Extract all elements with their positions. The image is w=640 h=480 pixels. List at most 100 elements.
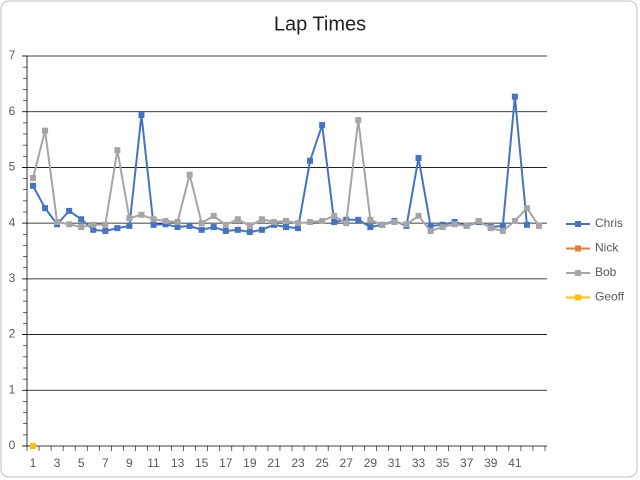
x-tick-label: 37 [460, 456, 474, 470]
point-marker [331, 219, 338, 226]
point-marker [295, 225, 302, 232]
point-marker [30, 182, 37, 189]
x-tick-label: 23 [291, 456, 305, 470]
point-marker [222, 227, 229, 234]
legend-marker [575, 270, 581, 276]
y-tick-label: 5 [9, 160, 16, 174]
x-tick-label: 31 [388, 456, 402, 470]
point-marker [210, 224, 217, 231]
legend-label: Geoff [595, 290, 625, 304]
point-marker [355, 117, 362, 124]
point-marker [487, 225, 494, 232]
point-marker [283, 217, 289, 224]
x-tick-label: 33 [412, 456, 426, 470]
point-marker [246, 229, 253, 236]
point-marker [30, 175, 37, 182]
point-marker [427, 227, 434, 234]
x-tick-label: 15 [195, 456, 209, 470]
point-marker [475, 217, 482, 224]
point-marker [499, 222, 506, 229]
point-marker [162, 217, 169, 224]
point-marker [198, 226, 205, 233]
point-marker [367, 224, 374, 231]
y-tick-label: 6 [9, 104, 16, 118]
point-marker [42, 127, 49, 134]
legend-marker [575, 245, 581, 252]
point-marker [439, 224, 446, 231]
point-marker [403, 221, 410, 228]
point-marker [90, 226, 97, 233]
x-tick-label: 9 [126, 456, 133, 470]
point-marker [186, 222, 193, 229]
point-marker [295, 220, 302, 227]
y-tick-label: 3 [9, 271, 16, 285]
point-marker [174, 224, 181, 231]
x-tick-label: 27 [340, 456, 354, 470]
x-tick-label: 7 [102, 456, 109, 470]
x-tick-label: 5 [78, 456, 85, 470]
point-marker [42, 205, 49, 212]
point-marker [222, 221, 229, 228]
y-tick-label: 1 [9, 382, 16, 396]
point-marker [210, 212, 217, 219]
y-tick-label: 7 [9, 48, 16, 62]
point-marker [258, 226, 265, 233]
point-marker [78, 216, 85, 223]
point-marker [415, 212, 422, 219]
point-marker [90, 221, 97, 228]
point-marker [319, 217, 326, 224]
point-marker [319, 122, 326, 129]
legend-label: Bob [595, 265, 617, 279]
point-marker [307, 157, 314, 164]
point-marker [66, 207, 73, 214]
x-tick-label: 3 [54, 456, 61, 470]
y-tick-label: 0 [9, 438, 16, 452]
point-marker [355, 216, 362, 223]
x-tick-label: 17 [219, 456, 233, 470]
point-marker [499, 227, 506, 234]
x-tick-label: 41 [508, 456, 522, 470]
point-marker [198, 220, 205, 227]
point-marker [114, 225, 121, 232]
point-marker [379, 221, 386, 228]
point-marker [234, 216, 241, 223]
x-tick-label: 39 [484, 456, 498, 470]
point-marker [511, 217, 518, 224]
legend-marker [575, 221, 581, 227]
x-tick-label: 35 [436, 456, 450, 470]
point-marker [427, 222, 434, 229]
chart-title: Lap Times [274, 13, 366, 35]
legend-label: Chris [595, 216, 623, 230]
y-tick-label: 2 [9, 327, 16, 341]
x-tick-label: 11 [147, 456, 160, 470]
point-marker [258, 216, 265, 223]
x-tick-label: 19 [243, 456, 257, 470]
y-tick-label: 4 [9, 215, 16, 229]
point-marker [535, 222, 542, 229]
point-marker [126, 222, 133, 229]
x-tick-label: 13 [171, 456, 185, 470]
point-marker [66, 221, 73, 228]
x-tick-label: 21 [267, 456, 281, 470]
point-marker [343, 220, 350, 227]
point-marker [511, 93, 518, 100]
point-marker [367, 216, 374, 223]
point-marker [174, 219, 181, 226]
point-marker [331, 212, 338, 219]
legend-marker [575, 294, 581, 301]
point-marker [114, 147, 121, 154]
point-marker [307, 219, 314, 226]
point-marker [54, 219, 61, 226]
point-marker [283, 224, 289, 231]
point-marker [30, 443, 37, 449]
point-marker [463, 222, 470, 229]
point-marker [138, 211, 145, 218]
point-marker [126, 215, 133, 222]
point-marker [523, 221, 530, 228]
legend-label: Nick [595, 241, 619, 255]
point-marker [150, 221, 157, 228]
x-tick-label: 25 [315, 456, 329, 470]
point-marker [246, 222, 253, 229]
